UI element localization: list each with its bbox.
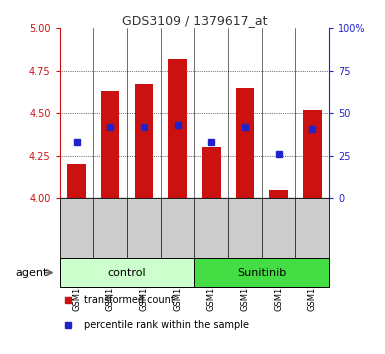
Text: control: control: [108, 268, 146, 278]
Text: percentile rank within the sample: percentile rank within the sample: [84, 320, 249, 330]
Bar: [236, 88, 254, 198]
Bar: [168, 59, 187, 198]
Text: Sunitinib: Sunitinib: [237, 268, 286, 278]
Bar: [60, 258, 194, 287]
Text: transformed count: transformed count: [84, 295, 175, 305]
Bar: [202, 147, 221, 198]
Text: agent: agent: [15, 268, 47, 278]
Title: GDS3109 / 1379617_at: GDS3109 / 1379617_at: [122, 14, 267, 27]
Bar: [135, 84, 153, 198]
Bar: [270, 190, 288, 198]
Bar: [101, 91, 119, 198]
Bar: [194, 258, 329, 287]
Bar: [303, 110, 321, 198]
Bar: [67, 164, 86, 198]
